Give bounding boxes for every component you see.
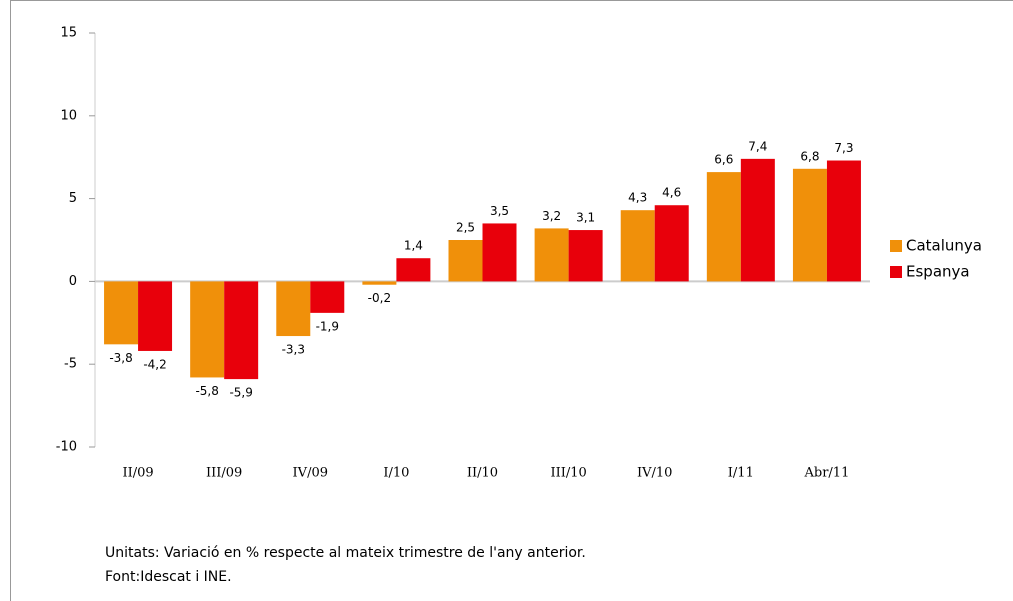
data-label: -5,9 [229, 386, 252, 400]
bar [362, 281, 397, 285]
data-label: 7,4 [748, 139, 767, 153]
data-label: -0,2 [368, 291, 391, 305]
data-label: 4,3 [628, 191, 647, 205]
legend-label: Catalunya [906, 237, 982, 255]
legend-swatch [890, 240, 902, 252]
bar [448, 240, 483, 282]
note: Font:Idescat i INE. [105, 569, 232, 585]
y-tick-label: 5 [69, 191, 77, 206]
bar [138, 281, 173, 351]
bar [276, 281, 311, 337]
data-label: -3,3 [282, 343, 305, 357]
bar [534, 228, 569, 282]
bar [620, 210, 655, 282]
y-tick-label: -10 [56, 440, 77, 455]
legend-label: Espanya [906, 263, 970, 281]
data-label: 2,5 [456, 221, 475, 235]
bar [190, 281, 225, 378]
y-tick-label: 10 [60, 108, 77, 123]
y-tick-label: -5 [64, 357, 77, 372]
bar [654, 205, 689, 282]
bar [740, 158, 775, 282]
data-label: 3,5 [490, 204, 509, 218]
data-label: 6,8 [800, 149, 819, 163]
data-label: 1,4 [404, 239, 423, 253]
bar [826, 160, 861, 282]
x-tick-label: III/09 [206, 466, 242, 481]
x-tick-label: Abr/11 [804, 466, 850, 481]
bar [568, 230, 603, 282]
data-label: 3,2 [542, 209, 561, 223]
bar [224, 281, 259, 380]
bar [396, 258, 431, 282]
frame [10, 0, 1013, 601]
note: Unitats: Variació en % respecte al matei… [105, 545, 586, 561]
y-tick-label: 0 [69, 274, 77, 289]
data-label: -1,9 [316, 319, 339, 333]
x-tick-label: III/10 [550, 466, 586, 481]
data-label: 6,6 [714, 153, 733, 167]
bar [792, 168, 827, 282]
x-tick-label: IV/10 [637, 466, 672, 481]
data-label: -3,8 [109, 351, 132, 365]
bar [706, 172, 741, 282]
x-tick-label: IV/09 [293, 466, 328, 481]
x-tick-label: I/10 [383, 466, 409, 481]
data-label: 3,1 [576, 211, 595, 225]
y-tick-label: 15 [60, 26, 77, 41]
data-label: 7,3 [834, 141, 853, 155]
bar [482, 223, 517, 282]
data-label: -4,2 [143, 357, 166, 371]
x-tick-label: II/09 [122, 466, 153, 481]
data-label: -5,8 [195, 384, 218, 398]
x-tick-label: II/10 [467, 466, 498, 481]
bar [104, 281, 139, 345]
bar [310, 281, 345, 313]
data-label: 4,6 [662, 186, 681, 200]
x-tick-label: I/11 [728, 466, 754, 481]
legend-swatch [890, 266, 902, 278]
